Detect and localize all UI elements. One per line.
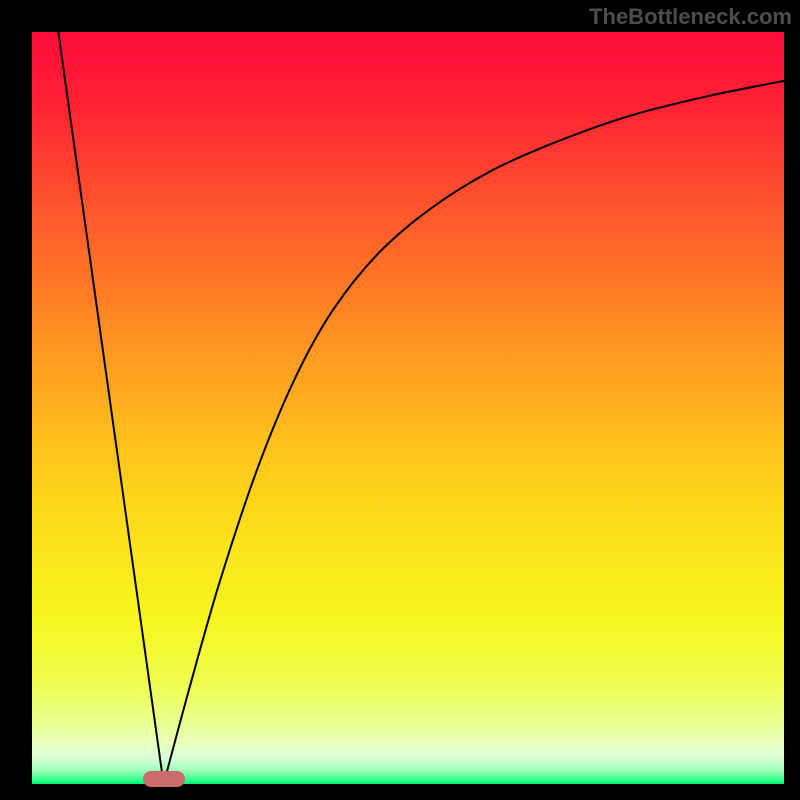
bottleneck-curve [32, 32, 784, 784]
plot-area [32, 32, 784, 784]
chart-container: TheBottleneck.com [0, 0, 800, 800]
optimal-point-marker [143, 771, 185, 787]
watermark-text: TheBottleneck.com [589, 4, 792, 30]
